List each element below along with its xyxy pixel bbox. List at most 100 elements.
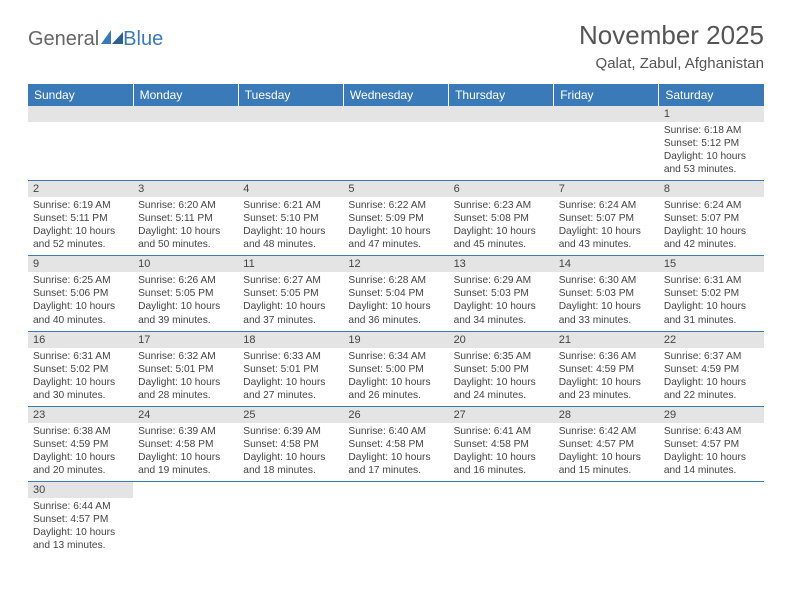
sunset-line: Sunset: 5:07 PM — [559, 212, 654, 225]
sunset-line: Sunset: 4:59 PM — [559, 363, 654, 376]
day-content: Sunrise: 6:32 AMSunset: 5:01 PMDaylight:… — [133, 348, 238, 406]
day-number: 10 — [133, 256, 238, 272]
calendar-cell — [28, 106, 133, 181]
calendar-cell — [449, 481, 554, 556]
day-content: Sunrise: 6:28 AMSunset: 5:04 PMDaylight:… — [343, 272, 448, 330]
sunrise-line: Sunrise: 6:23 AM — [454, 199, 549, 212]
day-header: Friday — [554, 84, 659, 106]
day-content: Sunrise: 6:30 AMSunset: 5:03 PMDaylight:… — [554, 272, 659, 330]
sunrise-line: Sunrise: 6:19 AM — [33, 199, 128, 212]
day-number: 4 — [238, 181, 343, 197]
sunset-line: Sunset: 4:59 PM — [33, 438, 128, 451]
daylight-line: Daylight: 10 hours and 48 minutes. — [243, 225, 338, 251]
day-number: 1 — [659, 106, 764, 122]
day-number: 9 — [28, 256, 133, 272]
daylight-line: Daylight: 10 hours and 26 minutes. — [348, 376, 443, 402]
day-number-empty — [554, 106, 659, 122]
sunset-line: Sunset: 4:58 PM — [348, 438, 443, 451]
calendar-cell: 8Sunrise: 6:24 AMSunset: 5:07 PMDaylight… — [659, 181, 764, 256]
sunrise-line: Sunrise: 6:44 AM — [33, 500, 128, 513]
day-content: Sunrise: 6:41 AMSunset: 4:58 PMDaylight:… — [449, 423, 554, 481]
day-number: 19 — [343, 332, 448, 348]
sunrise-line: Sunrise: 6:20 AM — [138, 199, 233, 212]
sunset-line: Sunset: 5:00 PM — [454, 363, 549, 376]
calendar-cell: 9Sunrise: 6:25 AMSunset: 5:06 PMDaylight… — [28, 256, 133, 331]
sunrise-line: Sunrise: 6:39 AM — [243, 425, 338, 438]
sunset-line: Sunset: 5:02 PM — [664, 287, 759, 300]
sunset-line: Sunset: 5:09 PM — [348, 212, 443, 225]
sunrise-line: Sunrise: 6:39 AM — [138, 425, 233, 438]
day-number: 25 — [238, 407, 343, 423]
day-content: Sunrise: 6:38 AMSunset: 4:59 PMDaylight:… — [28, 423, 133, 481]
daylight-line: Daylight: 10 hours and 40 minutes. — [33, 300, 128, 326]
calendar-body: 1Sunrise: 6:18 AMSunset: 5:12 PMDaylight… — [28, 106, 764, 556]
day-number-empty — [133, 106, 238, 122]
day-number: 15 — [659, 256, 764, 272]
sunset-line: Sunset: 5:02 PM — [33, 363, 128, 376]
sunset-line: Sunset: 5:10 PM — [243, 212, 338, 225]
day-content: Sunrise: 6:23 AMSunset: 5:08 PMDaylight:… — [449, 197, 554, 255]
calendar-week: 16Sunrise: 6:31 AMSunset: 5:02 PMDayligh… — [28, 331, 764, 406]
calendar-header-row: SundayMondayTuesdayWednesdayThursdayFrid… — [28, 84, 764, 106]
day-number: 12 — [343, 256, 448, 272]
sunrise-line: Sunrise: 6:40 AM — [348, 425, 443, 438]
sunset-line: Sunset: 5:01 PM — [138, 363, 233, 376]
calendar-cell: 4 Sunrise: 6:21 AMSunset: 5:10 PMDaylight… — [238, 181, 343, 256]
calendar-cell — [554, 106, 659, 181]
sunrise-line: Sunrise: 6:24 AM — [559, 199, 654, 212]
sunrise-line: Sunrise: 6:26 AM — [138, 274, 233, 287]
daylight-line: Daylight: 10 hours and 47 minutes. — [348, 225, 443, 251]
day-content: Sunrise: 6:26 AMSunset: 5:05 PMDaylight:… — [133, 272, 238, 330]
day-content: Sunrise: 6:25 AMSunset: 5:06 PMDaylight:… — [28, 272, 133, 330]
day-number: 17 — [133, 332, 238, 348]
daylight-line: Daylight: 10 hours and 53 minutes. — [664, 150, 759, 176]
calendar-cell: 6Sunrise: 6:23 AMSunset: 5:08 PMDaylight… — [449, 181, 554, 256]
calendar-cell: 20Sunrise: 6:35 AMSunset: 5:00 PMDayligh… — [449, 331, 554, 406]
day-number: 11 — [238, 256, 343, 272]
day-number: 27 — [449, 407, 554, 423]
sunrise-line: Sunrise: 6:35 AM — [454, 350, 549, 363]
calendar-cell: 16Sunrise: 6:31 AMSunset: 5:02 PMDayligh… — [28, 331, 133, 406]
daylight-line: Daylight: 10 hours and 31 minutes. — [664, 300, 759, 326]
daylight-line: Daylight: 10 hours and 52 minutes. — [33, 225, 128, 251]
sunrise-line: Sunrise: 6:43 AM — [664, 425, 759, 438]
calendar-cell — [554, 481, 659, 556]
calendar-week: 1Sunrise: 6:18 AMSunset: 5:12 PMDaylight… — [28, 106, 764, 181]
calendar-cell: 12Sunrise: 6:28 AMSunset: 5:04 PMDayligh… — [343, 256, 448, 331]
day-content: Sunrise: 6:29 AMSunset: 5:03 PMDaylight:… — [449, 272, 554, 330]
sunrise-line: Sunrise: 6:21 AM — [243, 199, 338, 212]
calendar-cell: 10Sunrise: 6:26 AMSunset: 5:05 PMDayligh… — [133, 256, 238, 331]
calendar-cell: 28Sunrise: 6:42 AMSunset: 4:57 PMDayligh… — [554, 406, 659, 481]
logo-text-2: Blue — [123, 28, 163, 51]
daylight-line: Daylight: 10 hours and 18 minutes. — [243, 451, 338, 477]
sunset-line: Sunset: 4:59 PM — [664, 363, 759, 376]
daylight-line: Daylight: 10 hours and 50 minutes. — [138, 225, 233, 251]
daylight-line: Daylight: 10 hours and 42 minutes. — [664, 225, 759, 251]
calendar-cell: 27Sunrise: 6:41 AMSunset: 4:58 PMDayligh… — [449, 406, 554, 481]
sunrise-line: Sunrise: 6:18 AM — [664, 124, 759, 137]
calendar-week: 9Sunrise: 6:25 AMSunset: 5:06 PMDaylight… — [28, 256, 764, 331]
day-content: Sunrise: 6:20 AMSunset: 5:11 PMDaylight:… — [133, 197, 238, 255]
calendar-cell: 25Sunrise: 6:39 AMSunset: 4:58 PMDayligh… — [238, 406, 343, 481]
sunset-line: Sunset: 5:03 PM — [454, 287, 549, 300]
sunset-line: Sunset: 5:00 PM — [348, 363, 443, 376]
sunrise-line: Sunrise: 6:28 AM — [348, 274, 443, 287]
sunset-line: Sunset: 5:05 PM — [138, 287, 233, 300]
sunset-line: Sunset: 5:06 PM — [33, 287, 128, 300]
daylight-line: Daylight: 10 hours and 34 minutes. — [454, 300, 549, 326]
calendar-cell — [449, 106, 554, 181]
day-number: 6 — [449, 181, 554, 197]
daylight-line: Daylight: 10 hours and 20 minutes. — [33, 451, 128, 477]
calendar-cell — [343, 106, 448, 181]
sunset-line: Sunset: 4:58 PM — [454, 438, 549, 451]
day-header: Monday — [133, 84, 238, 106]
header: General Blue November 2025 Qalat, Zabul,… — [28, 20, 764, 72]
sunrise-line: Sunrise: 6:29 AM — [454, 274, 549, 287]
sunrise-line: Sunrise: 6:24 AM — [664, 199, 759, 212]
daylight-line: Daylight: 10 hours and 33 minutes. — [559, 300, 654, 326]
location-label: Qalat, Zabul, Afghanistan — [579, 55, 764, 72]
calendar-cell: 26Sunrise: 6:40 AMSunset: 4:58 PMDayligh… — [343, 406, 448, 481]
daylight-line: Daylight: 10 hours and 15 minutes. — [559, 451, 654, 477]
sunset-line: Sunset: 4:57 PM — [33, 513, 128, 526]
day-number: 29 — [659, 407, 764, 423]
